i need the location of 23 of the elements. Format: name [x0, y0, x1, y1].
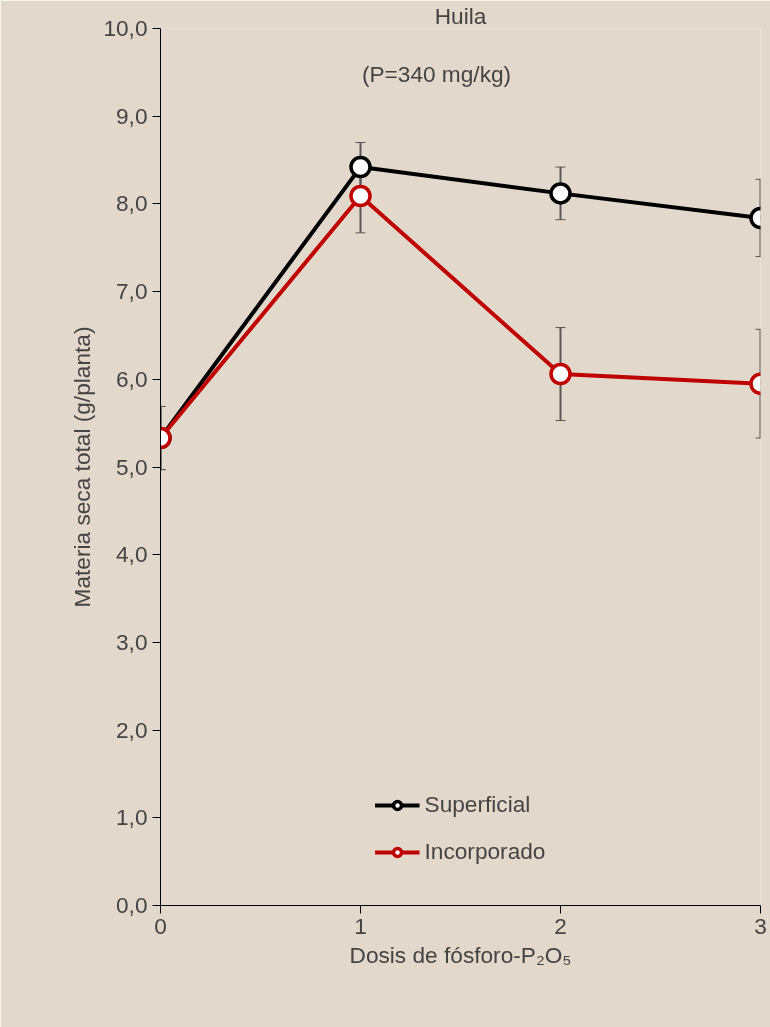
y-tick-label: 0,0 [116, 892, 148, 918]
chart-title: Huila [434, 2, 487, 29]
legend-label: Incorporado [424, 838, 546, 865]
x-tick-label: 0 [154, 912, 167, 939]
y-tick-label: 1,0 [116, 804, 148, 831]
x-tick-label: 1 [354, 912, 367, 939]
x-axis-title: Dosis de fósforo-P₂O₅ [349, 941, 572, 968]
y-tick-label: 2,0 [116, 716, 148, 743]
y-axis-title: Materia seca total (g/planta) [69, 326, 96, 608]
x-tick-label: 2 [554, 912, 567, 939]
text: (P=340 mg/kg) [361, 60, 512, 87]
y-tick-label: 3,0 [116, 628, 148, 655]
y-tick-label: 5,0 [116, 453, 148, 480]
x-tick-label: 3 [754, 912, 767, 939]
y-tick-label: 6,0 [116, 365, 148, 392]
legend-label: Superficial [424, 791, 531, 818]
point [349, 155, 372, 179]
point [549, 182, 572, 205]
y-tick-label: 9,0 [116, 102, 148, 129]
y-tick-label: 10,0 [103, 15, 148, 41]
y-tick-label: 8,0 [116, 190, 148, 217]
y-tick-label: 4,0 [116, 541, 148, 568]
y-tick-label: 7,0 [116, 278, 148, 305]
